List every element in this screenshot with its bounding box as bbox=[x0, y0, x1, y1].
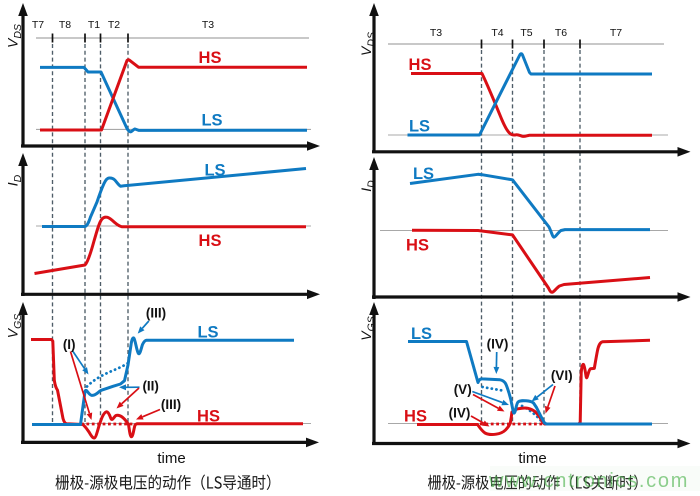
svg-text:LS: LS bbox=[201, 112, 222, 130]
svg-text:(VI): (VI) bbox=[551, 368, 573, 383]
svg-text:HS: HS bbox=[199, 232, 222, 250]
svg-text:T6: T6 bbox=[555, 27, 567, 39]
svg-text:T4: T4 bbox=[491, 27, 503, 39]
svg-text:HS: HS bbox=[404, 408, 427, 426]
svg-text:T7: T7 bbox=[610, 27, 622, 39]
svg-text:HS: HS bbox=[197, 408, 220, 426]
svg-text:T8: T8 bbox=[59, 19, 71, 31]
svg-text:VDS: VDS bbox=[5, 24, 25, 48]
svg-text:(III): (III) bbox=[161, 397, 181, 412]
svg-text:www.cntronics.com: www.cntronics.com bbox=[488, 470, 689, 492]
svg-text:LS: LS bbox=[413, 165, 434, 183]
svg-text:(V): (V) bbox=[454, 382, 472, 397]
svg-text:time: time bbox=[157, 450, 185, 467]
svg-text:T7: T7 bbox=[32, 19, 44, 31]
svg-text:T3: T3 bbox=[202, 19, 214, 31]
svg-text:(IV): (IV) bbox=[449, 406, 471, 421]
svg-text:T2: T2 bbox=[108, 19, 120, 31]
svg-text:VGS: VGS bbox=[5, 314, 25, 339]
svg-text:T5: T5 bbox=[520, 27, 532, 39]
svg-text:LS: LS bbox=[411, 325, 432, 343]
svg-text:T3: T3 bbox=[430, 27, 442, 39]
svg-text:T1: T1 bbox=[88, 19, 100, 31]
svg-text:LS: LS bbox=[197, 324, 218, 342]
svg-text:ID: ID bbox=[5, 174, 25, 186]
svg-text:(I): (I) bbox=[63, 337, 76, 352]
svg-text:HS: HS bbox=[199, 49, 222, 67]
svg-text:HS: HS bbox=[406, 237, 429, 255]
svg-text:VDS: VDS bbox=[358, 32, 378, 56]
svg-text:LS: LS bbox=[409, 118, 430, 136]
svg-text:ID: ID bbox=[358, 180, 378, 192]
svg-text:VGS: VGS bbox=[358, 316, 378, 341]
svg-text:(II): (II) bbox=[142, 378, 159, 393]
svg-text:HS: HS bbox=[409, 56, 432, 74]
svg-text:(IV): (IV) bbox=[487, 337, 509, 352]
svg-text:time: time bbox=[518, 450, 546, 467]
svg-text:(III): (III) bbox=[146, 306, 166, 321]
svg-text:LS: LS bbox=[204, 162, 225, 180]
